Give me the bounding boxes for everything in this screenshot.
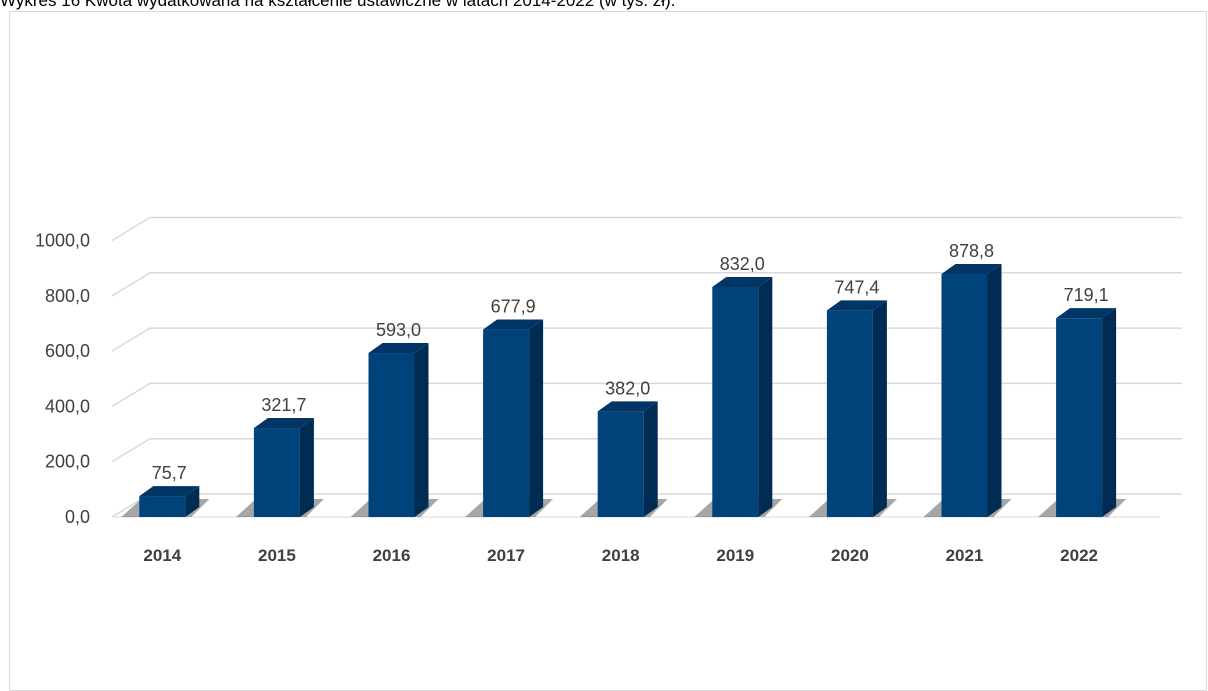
x-category-label: 2014: [143, 546, 181, 565]
bar-side: [872, 300, 887, 517]
x-category-label: 2018: [602, 546, 640, 565]
data-label: 677,9: [491, 297, 536, 317]
data-label: 719,1: [1064, 285, 1109, 305]
x-category-label: 2021: [946, 546, 984, 565]
y-tick-label: 400,0: [45, 396, 90, 416]
data-label: 321,7: [261, 395, 306, 415]
bars: [139, 264, 1117, 517]
bar-side: [1102, 308, 1117, 517]
data-label: 75,7: [152, 463, 187, 483]
bar-top: [483, 319, 544, 330]
bar-2014: [139, 496, 186, 517]
gridline-perspective: [111, 327, 151, 352]
chart-title: Wykres 16 Kwota wydatkowana na kształcen…: [0, 0, 676, 10]
bar-2019: [712, 286, 759, 517]
gridline-perspective: [111, 438, 151, 463]
data-label: 747,4: [834, 277, 879, 297]
y-tick-label: 800,0: [45, 286, 90, 306]
y-tick-label: 200,0: [45, 452, 90, 472]
bar-2020: [826, 310, 873, 517]
bar-2022: [1056, 318, 1103, 517]
bar-top: [712, 276, 773, 287]
gridline-perspective: [111, 382, 151, 408]
data-label: 593,0: [376, 320, 421, 340]
x-category-label: 2019: [716, 546, 754, 565]
data-label: 878,8: [949, 241, 994, 261]
bar-top: [253, 418, 314, 429]
data-labels: 75,7 321,7 593,0 677,9 382,0 832,0 747,4 878,8 7…: [152, 241, 1109, 483]
bar-side: [299, 418, 314, 517]
bar-top: [1056, 308, 1117, 319]
bar-side: [987, 264, 1002, 517]
bar-2017: [483, 329, 530, 517]
bar-top: [826, 300, 887, 311]
bar-2018: [597, 411, 644, 517]
data-label: 832,0: [720, 254, 765, 274]
bar-top: [368, 343, 429, 354]
bar-2015: [253, 428, 300, 517]
x-category-label: 2015: [258, 546, 296, 565]
x-category-label: 2016: [373, 546, 411, 565]
x-category-label: 2017: [487, 546, 525, 565]
y-tick-label: 0,0: [65, 507, 90, 527]
bar-2021: [941, 274, 988, 517]
bar-side: [758, 276, 773, 517]
gridline-perspective: [111, 272, 151, 297]
bar-side: [185, 486, 200, 517]
bar-2016: [368, 353, 415, 517]
bar-side: [414, 343, 429, 517]
data-label: 382,0: [605, 378, 650, 398]
y-axis-ticks: 0,0 200,0 400,0 600,0 800,0 1000,0: [35, 231, 90, 528]
bar-side: [643, 401, 658, 517]
chart-frame: [9, 11, 1207, 691]
bar-top: [941, 264, 1002, 275]
y-tick-label: 600,0: [45, 341, 90, 361]
y-tick-label: 1000,0: [35, 231, 90, 251]
x-category-label: 2020: [831, 546, 869, 565]
x-axis-categories: 2014 2015 2016 2017 2018 2019 2020 2021 2022: [143, 546, 1098, 565]
x-category-label: 2022: [1060, 546, 1098, 565]
bar-top: [597, 401, 658, 412]
bar-top: [139, 486, 200, 497]
gridline-perspective: [111, 216, 151, 242]
bar-side: [529, 319, 544, 517]
